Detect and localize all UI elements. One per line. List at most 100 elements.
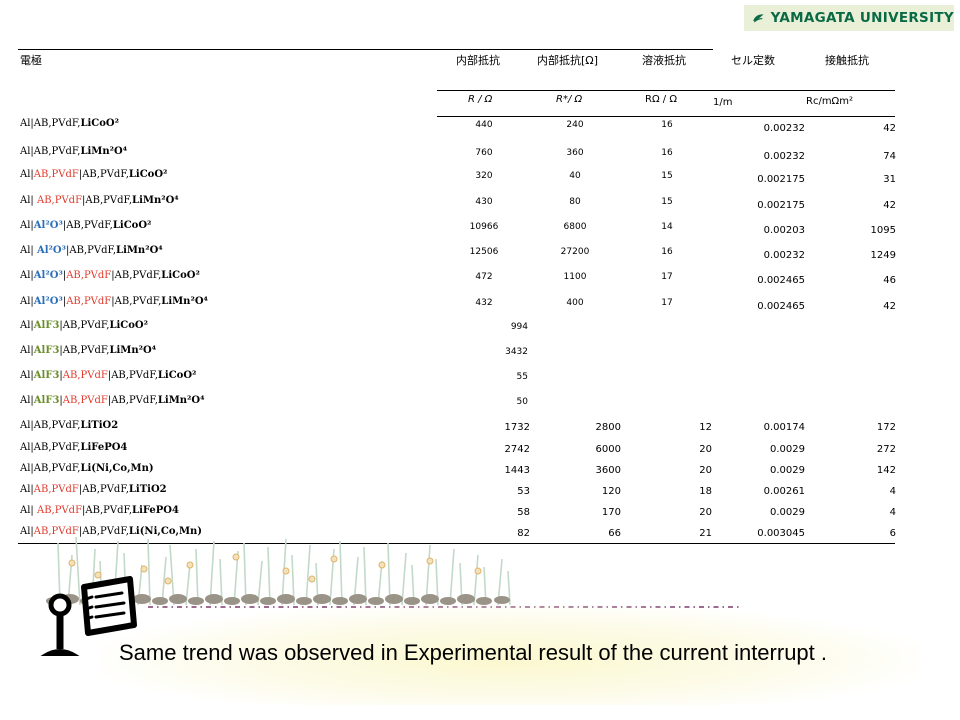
footer-highlight [100,605,920,705]
internal-resistance-star-cell: 3600 [595,465,621,476]
solution-resistance-cell: 16 [661,247,673,257]
internal-resistance-star-cell: 2800 [595,422,621,433]
solution-resistance-cell: 15 [661,197,673,207]
table-bottom-rule [18,543,895,544]
electrode-label-segment: |AB,PVdF, [66,245,117,256]
unit-r-omega: RΩ / Ω [645,94,677,105]
electrode-label-segment: Al| [20,270,34,281]
electrode-label-segment: Al| [20,505,37,516]
internal-resistance-cell: 55 [516,372,528,382]
electrode-label-segment: LiCoO² [128,169,168,180]
electrode-label-segment: LiCoO² [112,220,152,231]
internal-resistance-star-cell: 66 [608,528,621,539]
contact-resistance-cell: 1095 [870,225,896,236]
internal-resistance-star-cell: 360 [566,148,584,158]
electrode-label-segment: LiTiO2 [80,420,119,431]
solution-resistance-cell: 20 [699,465,712,476]
electrode-label: Al|AlF3|AB,PVdF,LiMn²O⁴ [20,345,156,356]
electrode-label-segment: Al| [20,370,34,381]
contact-resistance-cell: 42 [883,123,896,134]
electrode-label-segment: | [59,395,63,406]
internal-resistance-cell: 50 [516,397,528,407]
unit-inv-m: 1/m [713,97,733,108]
electrode-label: Al|AB,PVdF|AB,PVdF,LiCoO² [20,169,167,180]
header-electrode: 電極 [20,54,42,67]
internal-resistance-cell: 3432 [505,347,528,357]
electrode-label-segment: |AB,PVdF, [82,195,133,206]
internal-resistance-star-cell: 400 [566,298,584,308]
contact-resistance-cell: 1249 [870,250,896,261]
cell-constant-cell: 0.00203 [763,225,805,236]
solution-resistance-cell: 20 [699,444,712,455]
electrode-label-segment: Li(Ni,Co,Mn) [128,526,203,537]
electrode-label: Al|AB,PVdF|AB,PVdF,Li(Ni,Co,Mn) [20,526,202,537]
electrode-label-segment: Al| [20,395,34,406]
electrode-label: Al|AlF3|AB,PVdF|AB,PVdF,LiCoO² [20,370,196,381]
electrode-label-segment: AB,PVdF [33,484,79,495]
electrode-label-segment: |AB,PVdF, [62,220,113,231]
header-solution-resistance: 溶液抵抗 [642,54,686,67]
electrode-label-segment: |AB,PVdF, [78,169,129,180]
internal-resistance-star-cell: 1100 [563,272,587,282]
internal-resistance-cell: 320 [475,171,493,181]
electrode-label: Al|AB,PVdF,LiTiO2 [20,420,118,431]
leaf-logo-icon [753,14,764,23]
electrode-label-segment: AlF3 [33,320,60,331]
electrode-label-segment: |AB,PVdF, [82,505,133,516]
electrode-label-segment: LiMn²O⁴ [161,296,208,307]
electrode-label-segment: Al²O³ [33,296,63,307]
solution-resistance-cell: 16 [661,148,673,158]
cell-constant-cell: 0.00232 [763,123,805,134]
electrode-label-segment: LiMn²O⁴ [132,195,179,206]
table-top-rule [18,49,713,50]
internal-resistance-star-cell: 80 [569,197,581,207]
internal-resistance-cell: 430 [475,197,493,207]
internal-resistance-cell: 2742 [504,444,530,455]
internal-resistance-star-cell: 6800 [563,222,587,232]
electrode-label-segment: Al|AB,PVdF, [20,146,81,157]
cell-constant-cell: 0.0029 [770,465,805,476]
electrode-label: Al|AlF3|AB,PVdF|AB,PVdF,LiMn²O⁴ [20,395,205,406]
electrode-label-segment: Al| [20,195,37,206]
cell-constant-cell: 0.0029 [770,444,805,455]
electrode-label: Al| AB,PVdF|AB,PVdF,LiFePO4 [20,505,179,516]
cell-constant-cell: 0.00232 [763,151,805,162]
internal-resistance-star-cell: 240 [566,120,584,130]
internal-resistance-star-cell: 40 [569,171,581,181]
electrode-label-segment: Al|AB,PVdF, [20,442,81,453]
cell-constant-cell: 0.002465 [757,275,805,286]
contact-resistance-cell: 142 [876,465,896,476]
contact-resistance-cell: 172 [876,422,896,433]
electrode-label: Al|AB,PVdF,LiFePO4 [20,442,127,453]
electrode-label-segment: LiCoO² [109,320,149,331]
solution-resistance-cell: 12 [699,422,712,433]
electrode-label-segment: AB,PVdF [36,505,83,516]
electrode-label: Al| AB,PVdF|AB,PVdF,LiMn²O⁴ [20,195,179,206]
electrode-label-segment: | [59,370,63,381]
electrode-label-segment: LiCoO² [161,270,200,281]
internal-resistance-cell: 994 [510,322,528,332]
cell-constant-cell: 0.002175 [757,174,805,185]
electrode-label-segment: AB,PVdF [62,370,108,381]
electrode-label-segment: Al|AB,PVdF, [20,118,81,129]
contact-resistance-cell: 4 [889,486,896,497]
electrode-label-segment: Al| [20,220,34,231]
electrode-label-segment: Al| [20,296,34,307]
solution-resistance-cell: 16 [661,120,673,130]
electrode-label-segment: AB,PVdF [36,195,83,206]
solution-resistance-cell: 17 [661,272,673,282]
internal-resistance-cell: 1732 [504,422,530,433]
electrode-label-segment: | [62,296,67,307]
electrode-label-segment: Li(Ni,Co,Mn) [80,463,154,474]
solution-resistance-cell: 15 [661,171,673,181]
internal-resistance-cell: 432 [475,298,493,308]
cell-constant-cell: 0.002465 [757,301,805,312]
internal-resistance-cell: 58 [517,507,530,518]
contact-resistance-cell: 4 [889,507,896,518]
cell-constant-cell: 0.003045 [757,528,805,539]
electrode-label-segment: Al| [20,169,34,180]
internal-resistance-cell: 10966 [469,222,499,232]
solution-resistance-cell: 17 [661,298,673,308]
electrode-label-segment: |AB,PVdF, [107,370,158,381]
university-logo: YAMAGATA UNIVERSITY [744,5,954,31]
